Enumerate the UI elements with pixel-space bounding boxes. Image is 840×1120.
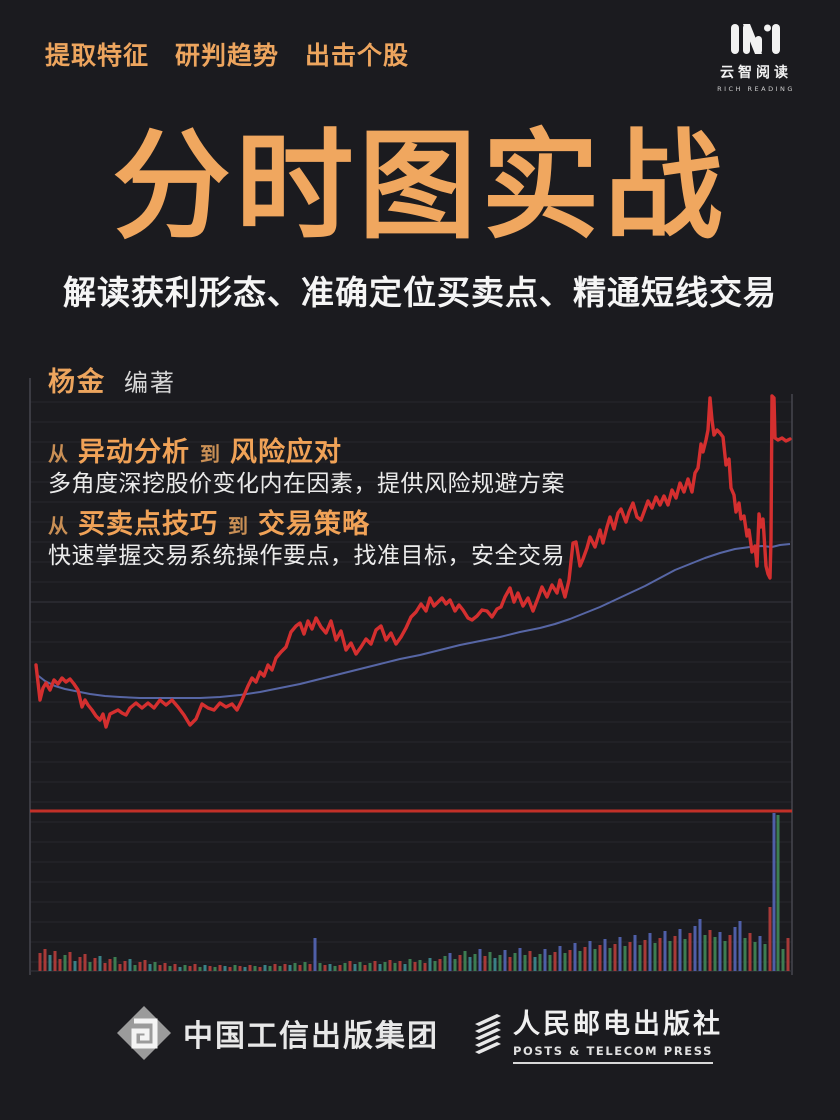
feature-mid: 到 xyxy=(200,442,220,466)
feature-heading-2: 从 买卖点技巧 到 交易策略 xyxy=(48,502,370,541)
feature-term: 交易策略 xyxy=(258,509,370,540)
rich-reading-logo-icon xyxy=(731,24,780,54)
author-role: 编著 xyxy=(124,369,176,397)
feature-term: 异动分析 xyxy=(78,437,190,468)
brand-name-cn: 云智阅读 xyxy=(720,65,792,81)
brand-logo: 云智阅读 RICH READING xyxy=(698,24,814,93)
feature-heading-1: 从 异动分析 到 风险应对 xyxy=(48,430,342,469)
feature-term: 风险应对 xyxy=(230,437,342,468)
cpit-group-logo-icon xyxy=(117,1006,171,1060)
feature-desc-2: 快速掌握交易系统操作要点，找准目标，安全交易 xyxy=(48,543,565,569)
feature-term: 买卖点技巧 xyxy=(78,509,218,540)
feature-mid: 到 xyxy=(228,514,248,538)
publisher-footer: 中国工信出版集团 人民邮电出版社 POSTS & TELECOM PRESS xyxy=(0,1002,840,1064)
book-subtitle: 解读获利形态、准确定位买卖点、精通短线交易 xyxy=(63,273,777,312)
press-name-en: POSTS & TELECOM PRESS xyxy=(513,1044,713,1064)
press-logo-block: 人民邮电出版社 POSTS & TELECOM PRESS xyxy=(473,1002,723,1064)
feature-prefix: 从 xyxy=(48,442,68,466)
author-name: 杨金 xyxy=(48,367,106,398)
feature-prefix: 从 xyxy=(48,514,68,538)
feature-desc-1: 多角度深挖股价变化内在因素，提供风险规避方案 xyxy=(48,471,565,497)
brand-name-en: RICH READING xyxy=(717,85,795,93)
book-title: 分时图实战 xyxy=(112,117,728,255)
author-line: 杨金 编著 xyxy=(48,360,176,399)
posts-telecom-logo-icon xyxy=(475,1014,501,1054)
press-name-cn: 人民邮电出版社 xyxy=(513,1009,723,1040)
tagline: 提取特征 研判趋势 出击个股 xyxy=(45,41,410,70)
publishing-group-name: 中国工信出版集团 xyxy=(183,1019,439,1054)
publishing-group: 中国工信出版集团 xyxy=(117,1006,439,1060)
